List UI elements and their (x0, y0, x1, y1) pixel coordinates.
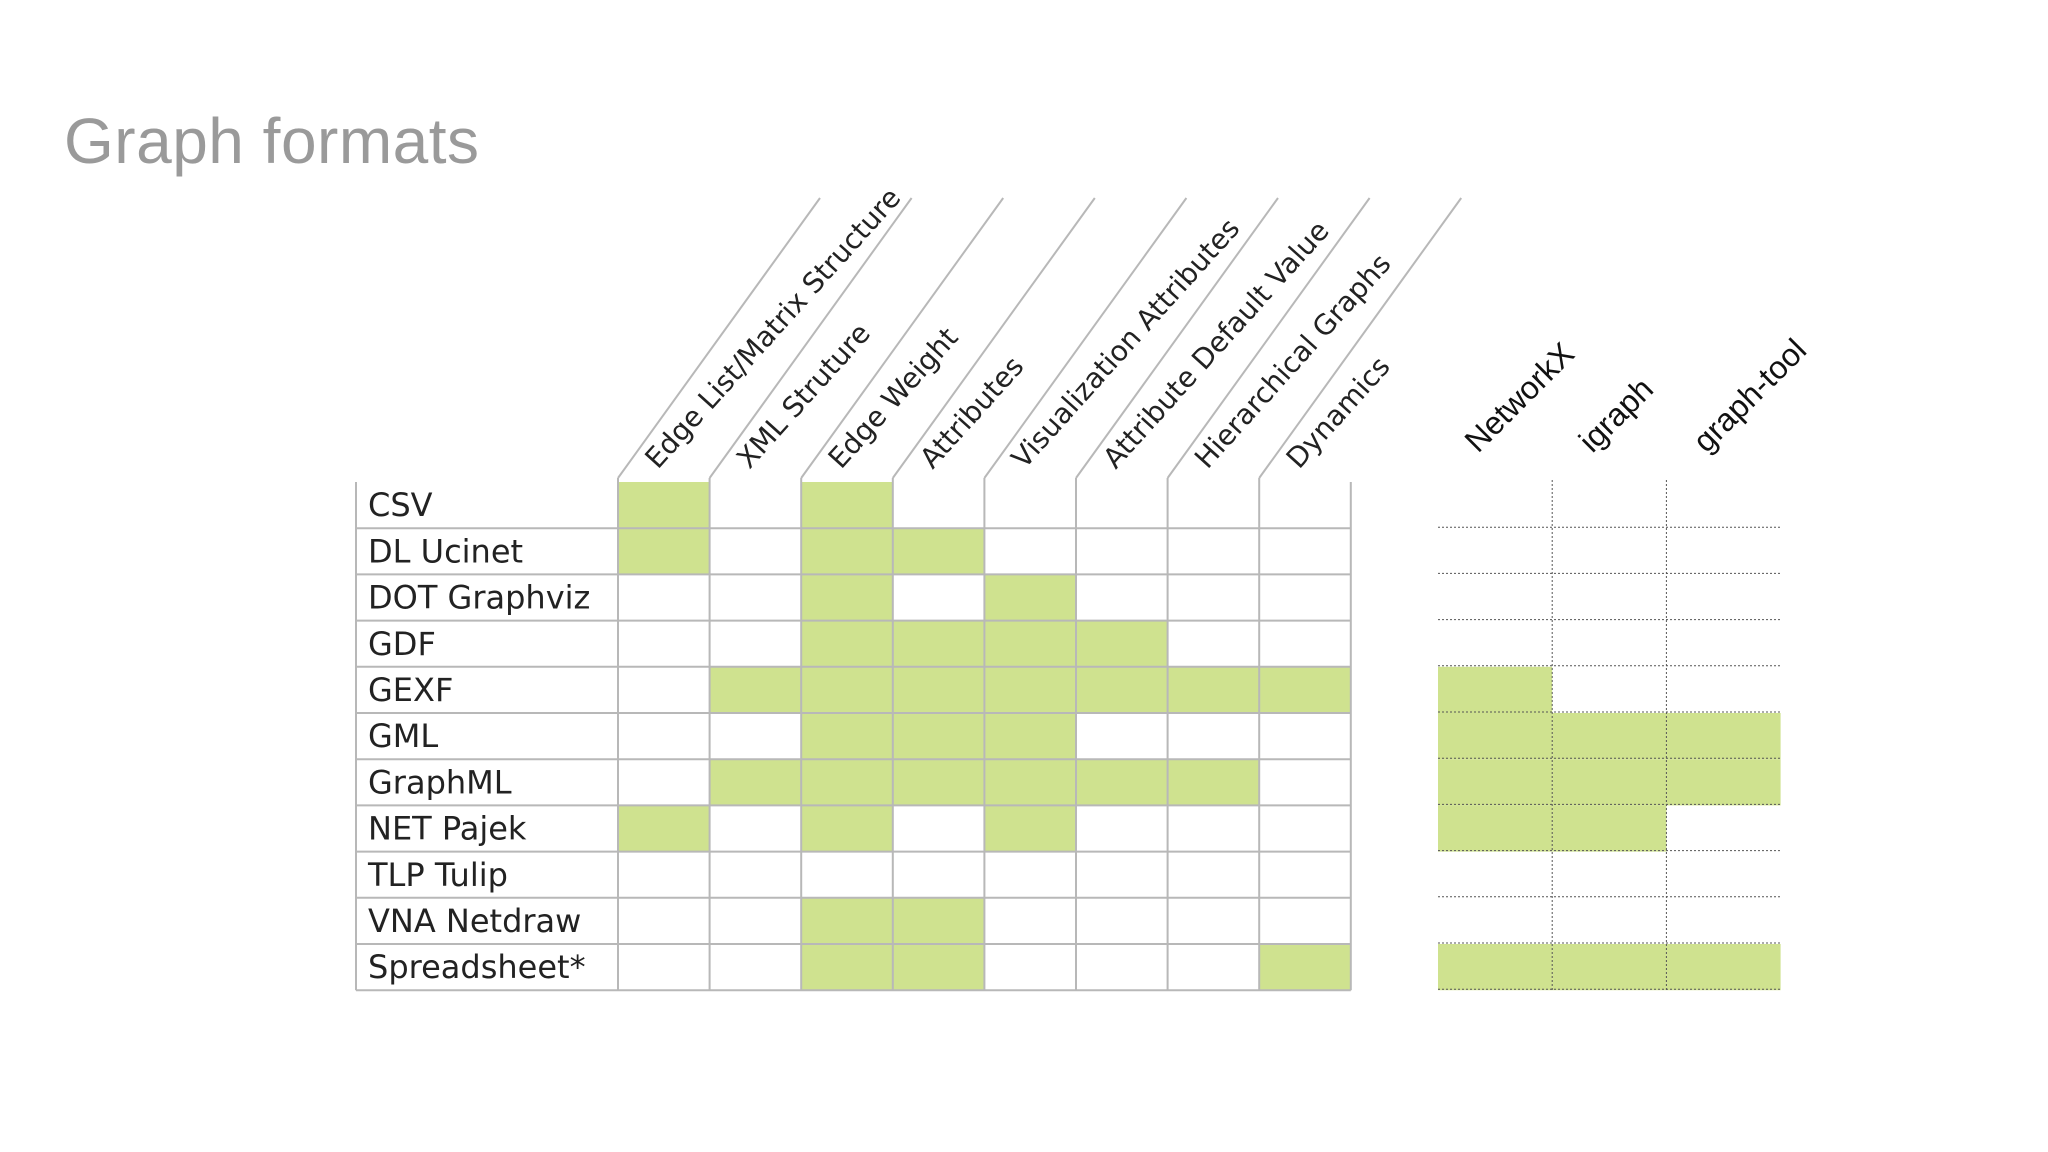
format-row-label: CSV (368, 486, 433, 524)
feature-cell-supported (892, 528, 985, 575)
feature-cell-supported (1167, 666, 1260, 713)
header-diagonal-line (1075, 197, 1279, 479)
feature-cell-supported (801, 897, 893, 944)
format-row-label: GDF (368, 625, 436, 663)
feature-cell-supported (984, 574, 1076, 621)
format-row-label: GEXF (368, 671, 453, 709)
feature-cell-supported (801, 666, 893, 713)
feature-cell-supported (984, 805, 1076, 852)
header-diagonal-line (891, 197, 1096, 479)
feature-cell-supported (801, 528, 893, 575)
feature-cell-supported (1076, 759, 1168, 806)
format-row-label: GraphML (368, 763, 512, 801)
feature-cell-supported (984, 759, 1076, 806)
library-column-label: graph-tool (1686, 332, 1813, 459)
library-cell-supported (1552, 713, 1667, 760)
format-row-label: DL Ucinet (368, 532, 523, 570)
feature-cell-supported (984, 620, 1076, 667)
library-cell-supported (1438, 759, 1553, 806)
feature-cell-supported (801, 574, 893, 621)
format-row-label: NET Pajek (368, 810, 527, 848)
library-column-label: igraph (1572, 371, 1660, 459)
feature-cell-supported (801, 944, 893, 991)
library-cell-supported (1438, 666, 1553, 713)
library-cell-supported (1666, 759, 1781, 806)
format-row-label: DOT Graphviz (368, 579, 590, 617)
feature-cell-supported (801, 620, 893, 667)
feature-cell-supported (892, 713, 985, 760)
feature-cell-supported (801, 482, 893, 529)
feature-cell-supported (1076, 620, 1168, 667)
library-cell-supported (1438, 944, 1553, 991)
feature-cell-supported (709, 759, 802, 806)
header-diagonal-line (617, 197, 821, 479)
header-diagonal-line (1258, 197, 1463, 479)
feature-cell-supported (892, 944, 985, 991)
feature-cell-supported (618, 482, 710, 529)
feature-cell-supported (892, 897, 985, 944)
feature-cell-supported (1259, 944, 1351, 991)
slide-title: Graph formats (64, 105, 480, 177)
library-cell-supported (1666, 944, 1781, 991)
feature-cell-supported (984, 666, 1076, 713)
library-cell-supported (1438, 713, 1553, 760)
feature-cell-supported (618, 805, 710, 852)
feature-cell-supported (1076, 666, 1168, 713)
feature-cell-supported (618, 528, 710, 575)
feature-cell-supported (892, 620, 985, 667)
feature-cell-supported (801, 805, 893, 852)
feature-cell-supported (892, 759, 985, 806)
feature-cell-supported (1259, 666, 1351, 713)
feature-cell-supported (984, 713, 1076, 760)
feature-cell-supported (1167, 759, 1260, 806)
format-row-label: VNA Netdraw (368, 902, 581, 940)
library-column-label: NetworkX (1457, 335, 1581, 459)
library-cell-supported (1552, 759, 1667, 806)
feature-cell-supported (709, 666, 802, 713)
feature-cell-supported (892, 666, 985, 713)
format-row-label: TLP Tulip (367, 856, 508, 894)
header-diagonal-line (1166, 197, 1371, 479)
library-cell-supported (1666, 713, 1781, 760)
feature-cell-supported (801, 759, 893, 806)
library-cell-supported (1438, 805, 1553, 852)
header-diagonal-line (708, 197, 913, 479)
header-diagonal-line (800, 197, 1005, 479)
library-cell-supported (1552, 944, 1667, 991)
format-row-label: Spreadsheet* (368, 948, 586, 986)
format-row-label: GML (368, 717, 438, 755)
library-cell-supported (1552, 805, 1667, 852)
feature-cell-supported (801, 713, 893, 760)
header-diagonal-line (983, 197, 1188, 479)
